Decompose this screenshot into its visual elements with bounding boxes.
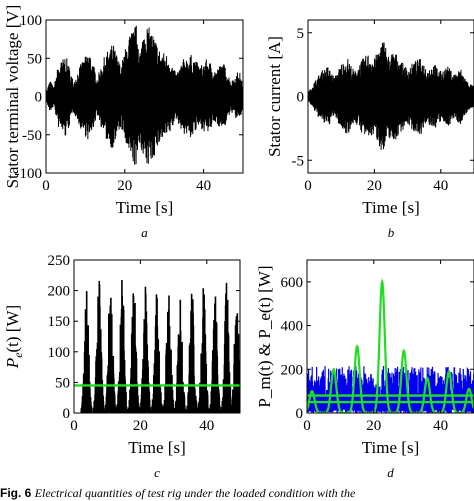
- caption-label: Fig. 6: [0, 486, 32, 500]
- plot-area-b: [308, 42, 474, 150]
- x-tick-label-a-2: 40: [196, 178, 211, 194]
- axes-box-d: [306, 259, 474, 414]
- series-d-1: [307, 278, 474, 413]
- y-tick-label-c-2: 100: [48, 345, 71, 361]
- y-tick-label-a-2: 0: [35, 90, 43, 106]
- y-tick-label-c-5: 250: [48, 253, 71, 269]
- x-axis-label-d: Time [s]: [362, 438, 419, 457]
- y-tick-label-b-1: 0: [297, 90, 305, 106]
- y-tick-label-c-1: 50: [55, 375, 70, 391]
- panel-label-a: a: [141, 225, 148, 240]
- y-tick-label-a-4: 100: [20, 13, 43, 29]
- y-tick-label-a-1: -50: [22, 128, 42, 144]
- chart-b: 0 20 40 -5 0 5 Time [s] Stator current [A] b: [265, 19, 474, 240]
- panel-label-d: d: [387, 465, 394, 480]
- y-tick-label-a-3: 50: [27, 51, 42, 67]
- x-tick-label-d-1: 20: [366, 418, 381, 434]
- x-axis-label-c: Time [s]: [128, 438, 185, 457]
- axes-box-c: [73, 259, 241, 414]
- caption-text: Electrical quantities of test rig under …: [34, 486, 356, 500]
- figure-caption: Fig. 6 Electrical quantities of test rig…: [0, 486, 474, 501]
- plot-area-c: [74, 280, 240, 413]
- plot-area-a: [46, 25, 243, 165]
- y-tick-label-d-0: 0: [296, 406, 304, 422]
- x-tick-label-c-0: 0: [70, 418, 78, 434]
- y-tick-label-c-0: 0: [63, 406, 71, 422]
- series-a-0: [46, 25, 243, 165]
- x-axis-label-a: Time [s]: [116, 198, 173, 217]
- panel-label-b: b: [388, 225, 395, 240]
- y-axis-label-b: Stator current [A]: [265, 36, 284, 157]
- x-axis-label-b: Time [s]: [362, 198, 419, 217]
- chart-c: 0 20 40 0 50 100 150 200 250 Time [s] Pe(t) [W] c: [3, 253, 241, 480]
- plot-area-d: [307, 278, 474, 413]
- x-tick-label-b-2: 40: [433, 178, 448, 194]
- x-tick-label-a-0: 0: [42, 178, 50, 194]
- series-b-0: [308, 42, 474, 150]
- x-tick-label-d-2: 40: [433, 418, 448, 434]
- x-tick-label-c-1: 20: [133, 418, 148, 434]
- chart-a: 0 20 40 -100 -50 0 50 100 Time [s] Stator termina…: [3, 5, 244, 240]
- y-tick-label-b-0: -5: [292, 153, 305, 169]
- y-axis-label-d: P_m(t) & P_e(t) [W]: [255, 265, 274, 407]
- series-c-0: [80, 280, 240, 413]
- y-axis-label-c: Pe(t) [W]: [3, 305, 25, 369]
- y-tick-label-d-2: 400: [281, 319, 304, 335]
- y-tick-label-c-4: 200: [48, 284, 71, 300]
- x-tick-label-b-0: 0: [304, 178, 312, 194]
- y-tick-label-b-2: 5: [297, 26, 305, 42]
- x-tick-label-c-2: 40: [199, 418, 214, 434]
- x-tick-label-d-0: 0: [303, 418, 311, 434]
- panel-label-c: c: [154, 465, 160, 480]
- y-tick-label-c-3: 150: [48, 314, 71, 330]
- y-tick-label-d-3: 600: [281, 275, 304, 291]
- y-tick-label-a-0: -100: [15, 166, 43, 182]
- y-tick-label-d-1: 200: [281, 362, 304, 378]
- y-axis-label-a: Stator terminal voltage [V]: [3, 5, 22, 189]
- x-tick-label-a-1: 20: [117, 178, 132, 194]
- x-tick-label-b-1: 20: [367, 178, 382, 194]
